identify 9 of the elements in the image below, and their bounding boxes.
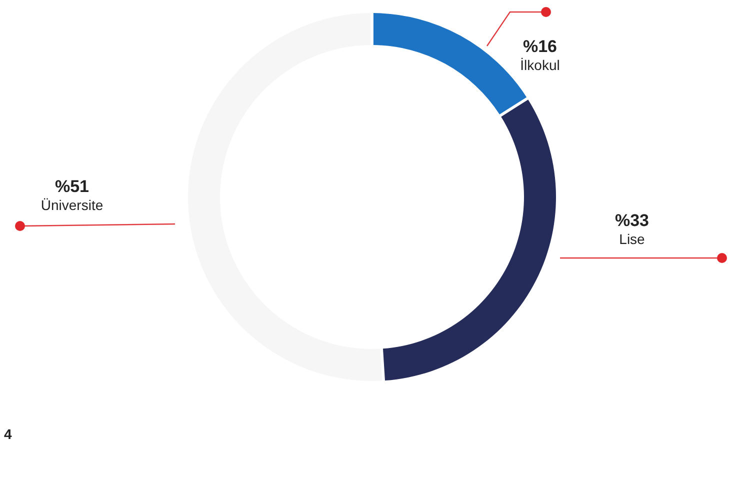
- slice-label: Lise: [619, 231, 646, 247]
- slice-label: Üniversite: [40, 197, 104, 213]
- donut-slice: [188, 13, 382, 381]
- data-label: %51: [54, 177, 90, 196]
- data-label: %16: [522, 37, 558, 56]
- data-label: %33: [614, 211, 650, 230]
- slice-label: İlkokul: [520, 57, 560, 73]
- text: 4: [4, 426, 12, 442]
- donut-slice: [382, 100, 556, 381]
